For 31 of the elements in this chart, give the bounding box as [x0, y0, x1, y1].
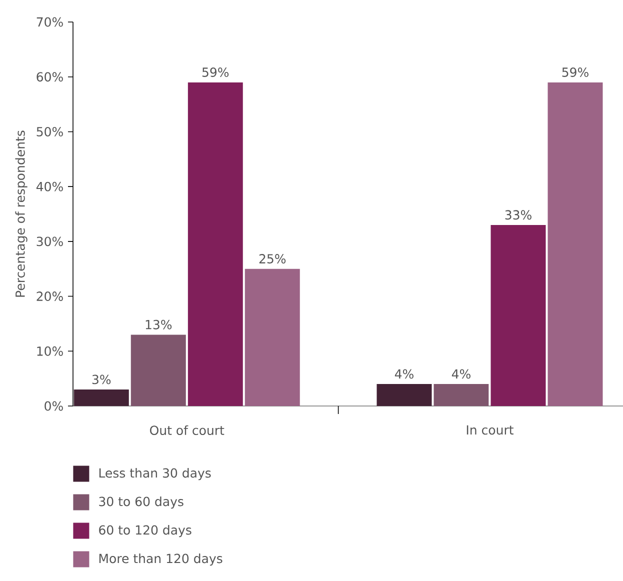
legend-label: 30 to 60 days: [99, 496, 184, 509]
y-tick-label: 10%: [37, 346, 63, 356]
data-label: 25%: [259, 254, 286, 264]
y-axis-title: Percentage of respondents: [15, 130, 28, 297]
bar: [376, 384, 432, 406]
data-label: 3%: [92, 374, 111, 384]
legend-label: 60 to 120 days: [99, 525, 192, 538]
data-label: 59%: [202, 68, 229, 77]
data-label: 4%: [452, 369, 470, 379]
y-tick-label: 50%: [36, 126, 63, 136]
y-tick-label: 30%: [36, 236, 63, 246]
y-tick-label: 0%: [44, 401, 63, 411]
bar: [74, 390, 129, 406]
bar: [244, 268, 300, 406]
legend-label: Less than 30 days: [99, 468, 211, 480]
data-label: 13%: [146, 320, 172, 330]
data-label: 59%: [562, 68, 588, 77]
data-label: 4%: [394, 369, 414, 379]
bar: [434, 384, 489, 406]
legend-label: More than 120 days: [99, 554, 222, 566]
bar: [548, 82, 603, 406]
bar: [188, 82, 243, 406]
y-tick-label: 40%: [36, 182, 63, 192]
bar: [490, 224, 546, 406]
y-tick-label: 70%: [36, 17, 63, 27]
y-tick-label: 60%: [36, 72, 63, 82]
x-tick-label: Out of court: [150, 425, 224, 436]
data-label: 33%: [505, 210, 532, 220]
x-tick-label: In court: [466, 425, 514, 435]
y-tick-label: 20%: [36, 292, 63, 302]
bar: [130, 334, 186, 406]
